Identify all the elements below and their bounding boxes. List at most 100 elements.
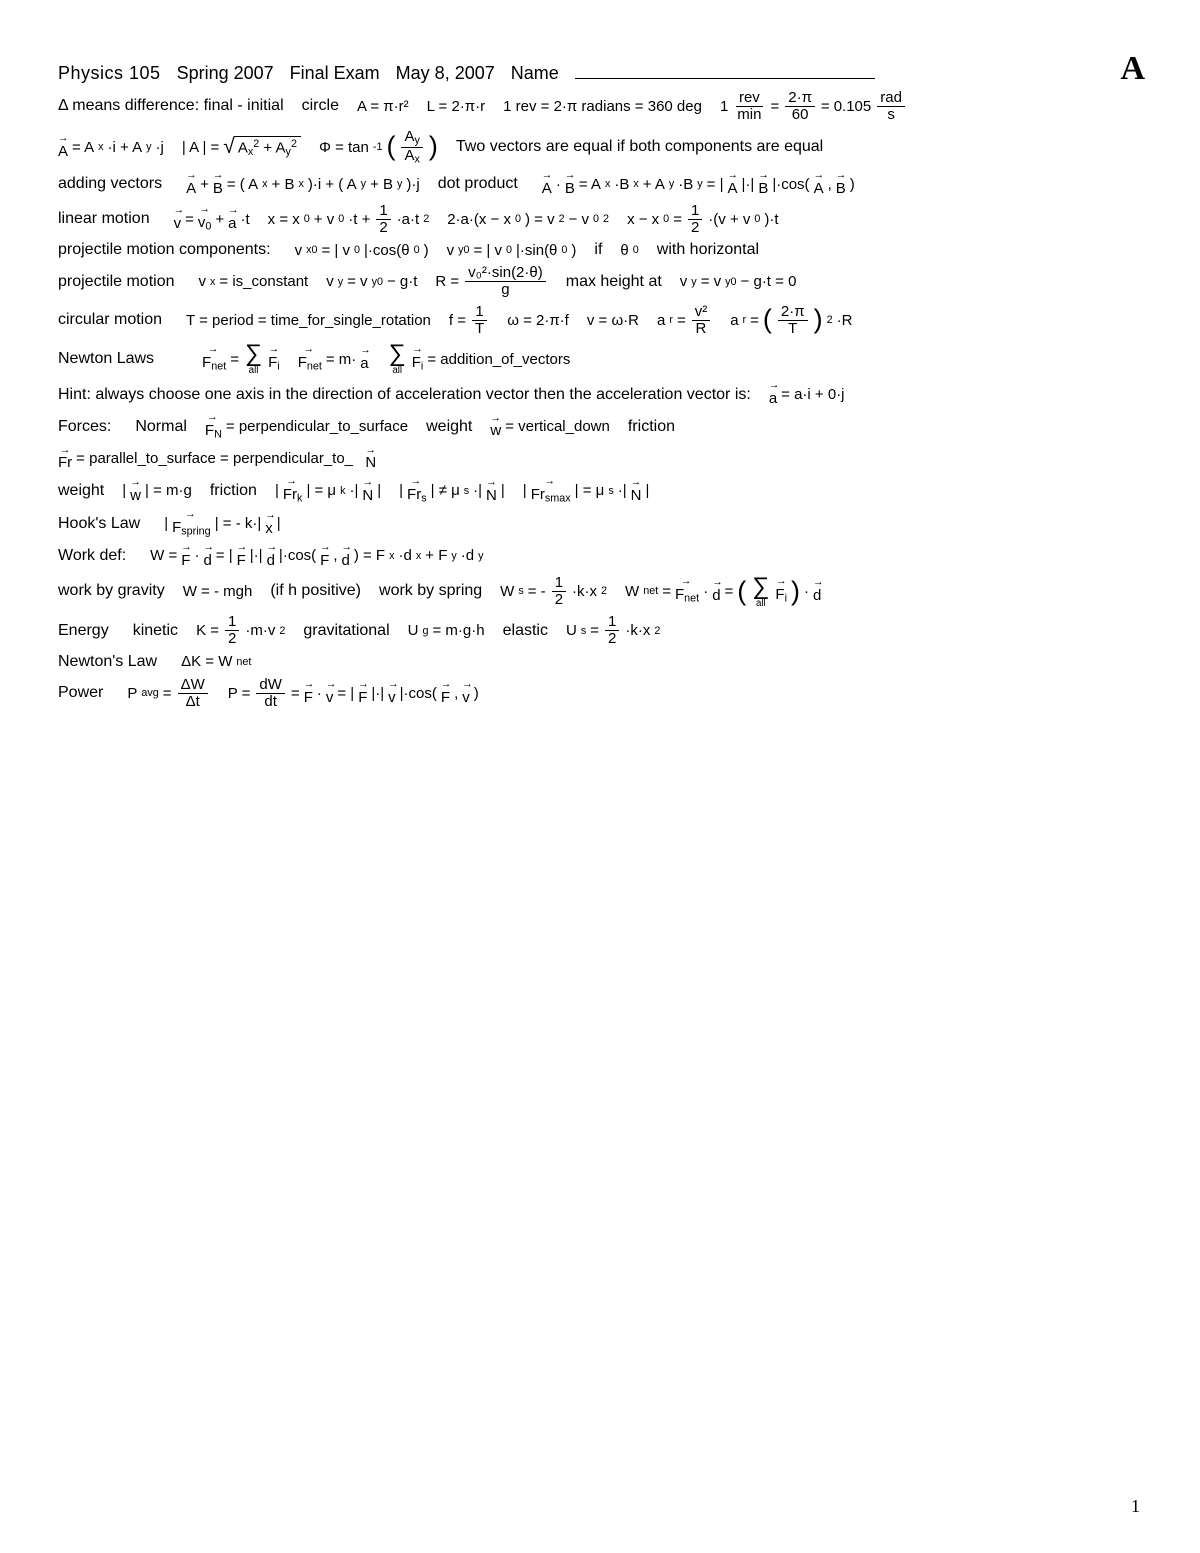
linear-eq2: x = x0 + v0·t + 12·a·t2 [268,203,430,236]
fr-def: Fr = parallel_to_surface = perpendicular… [58,446,376,471]
frk-eq: | Frk | = μk·| N | [275,477,381,504]
A-components: A = Ax·i + Ay·j [58,134,164,159]
max-height-label: max height at [566,273,662,291]
vector-equal-note: Two vectors are equal if both components… [456,138,823,156]
dot-eq: A·B = Ax·Bx + Ay·By = | A |·| B |·cos(A,… [542,172,855,197]
projectile-row: projectile motion vx = is_constant vy = … [58,265,1142,298]
wnet-eq: Wnet = Fnet·d = (∑allFi)·d [625,575,821,609]
energy-row: Energy kinetic K = 12·m·v2 gravitational… [58,614,1142,647]
delta-row: Δ means difference: final - initial circ… [58,90,1142,123]
weight-mag: | w | = m·g [122,478,192,503]
circular-row: circular motion T = period = time_for_si… [58,304,1142,337]
friction-mag-label: friction [210,482,257,500]
work-eq: W = F·d = | F |·| d |·cos(F,d) = Fx·dx +… [150,543,483,568]
hint-text: Hint: always choose one axis in the dire… [58,386,751,404]
hint-row: Hint: always choose one axis in the dire… [58,382,1142,407]
rpm-eq: 1 revmin = 2·π60 = 0.105 rads [720,90,907,123]
with-horizontal: with horizontal [657,241,759,259]
work-grav-row: work by gravity W = - mgh (if h positive… [58,575,1142,609]
exam-title: Final Exam [290,63,380,84]
work-grav-note: (if h positive) [270,582,361,600]
adding-label: adding vectors [58,175,162,193]
omega-eq: ω = 2·π·f [507,312,569,329]
fnet-ma: Fnet = m·a [298,346,369,373]
ws-eq: Ws = - 12·k·x2 [500,575,607,608]
ar1-eq: ar = v²R [657,304,712,337]
energy-label: Energy [58,622,109,640]
linear-label: linear motion [58,210,150,228]
kinetic-label: kinetic [133,622,178,640]
range-eq: R = v₀²·sin(2·θ)g [435,265,547,298]
linear-row: linear motion v = v0 + a·t x = x0 + v0·t… [58,203,1142,236]
newton-energy-row: Newton's Law ΔK = Wnet [58,653,1142,671]
pavg-eq: Pavg = ΔWΔt [127,677,209,710]
hook-row: Hook's Law | Fspring | = - k·| x | [58,510,1142,537]
us-eq: Us = 12·k·x2 [566,614,660,647]
sum-fi-addition: ∑allFi = addition_of_vectors [387,342,571,376]
circular-label: circular motion [58,311,162,329]
grav-pe-label: gravitational [303,622,389,640]
hook-eq: | Fspring | = - k·| x | [164,510,280,537]
add-eq: A + B = ( Ax + Bx )·i + ( Ay + By )·j [186,172,420,197]
period-eq: T = period = time_for_single_rotation [186,312,431,329]
hook-label: Hook's Law [58,515,140,533]
A-magnitude: | A | = Ax2 + Ay2 [182,135,301,159]
vector-def-row: A = Ax·i + Ay·j | A | = Ax2 + Ay2 Φ = ta… [58,129,1142,166]
p-eq: P = dWdt = F·v = | F |·| v |·cos(F,v) [228,677,479,710]
normal-label: Normal [135,418,187,436]
weight-label: weight [426,418,472,436]
area-eq: A = π·r² [357,98,409,115]
phi-eq: Φ = tan-1(AyAx) [319,129,438,166]
theta0: θ0 [620,242,638,259]
fnet-sum: Fnet = ∑allFi [202,342,280,376]
vector-ops-row: adding vectors A + B = ( Ax + Bx )·i + (… [58,172,1142,197]
page-number: 1 [1131,1496,1140,1517]
proj-comp-label: projectile motion components: [58,241,271,259]
rev-eq: 1 rev = 2·π radians = 360 deg [503,98,702,115]
vx0-eq: vx0 = | v0 |·cos(θ0) [295,242,429,259]
work-spring-label: work by spring [379,582,482,600]
ar2-eq: ar = (2·πT)2·R [730,304,852,337]
newton-row: Newton Laws Fnet = ∑allFi Fnet = m·a ∑al… [58,342,1142,376]
freq-eq: f = 1T [449,304,489,337]
forces-row: Forces: Normal FN = perpendicular_to_sur… [58,413,1142,440]
course: Physics 105 [58,63,161,84]
power-label: Power [58,684,103,702]
circle-label: circle [302,97,339,115]
dk-wnet-eq: ΔK = Wnet [181,653,251,670]
newton-law2-label: Newton's Law [58,653,157,671]
exam-version: A [1120,50,1145,88]
delta-text: Δ means difference: final - initial [58,97,284,115]
header: Physics 105 Spring 2007 Final Exam May 8… [58,60,1142,84]
vy-eq: vy = vy0 − g·t [326,273,417,290]
circumference-eq: L = 2·π·r [427,98,486,115]
name-label: Name [511,63,559,84]
friction-label: friction [628,418,675,436]
work-label: Work def: [58,547,126,565]
proj-label: projectile motion [58,273,175,291]
dot-label: dot product [438,175,518,193]
work-grav-eq: W = - mgh [183,583,253,600]
newton-label: Newton Laws [58,350,154,368]
forces-label: Forces: [58,418,111,436]
if-label: if [594,241,602,259]
name-blank [575,60,875,79]
vx-const: vx = is_constant [199,273,309,290]
projectile-comp-row: projectile motion components: vx0 = | v0… [58,241,1142,259]
power-row: Power Pavg = ΔWΔt P = dWdt = F·v = | F |… [58,677,1142,710]
frs-eq: | Frs | ≠ μs·| N | [399,477,505,504]
linear-eq4: x − x0 = 12·(v + v0)·t [627,203,779,236]
force-mags-row: weight | w | = m·g friction | Frk | = μk… [58,477,1142,504]
term: Spring 2007 [177,63,274,84]
friction-def-row: Fr = parallel_to_surface = perpendicular… [58,446,1142,471]
hint-eq: a = a·i + 0·j [769,382,845,407]
frsmax-eq: | Frsmax | = μs·| N | [523,477,650,504]
elastic-label: elastic [503,622,548,640]
ug-eq: Ug = m·g·h [408,622,485,639]
weight-mag-label: weight [58,482,104,500]
max-height-eq: vy = vy0 − g·t = 0 [680,273,797,290]
linear-eq3: 2·a·(x − x0) = v2 − v02 [447,211,609,228]
vy0-eq: vy0 = | v0 |·sin(θ0) [447,242,577,259]
kinetic-eq: K = 12·m·v2 [196,614,285,647]
normal-eq: FN = perpendicular_to_surface [205,413,408,440]
